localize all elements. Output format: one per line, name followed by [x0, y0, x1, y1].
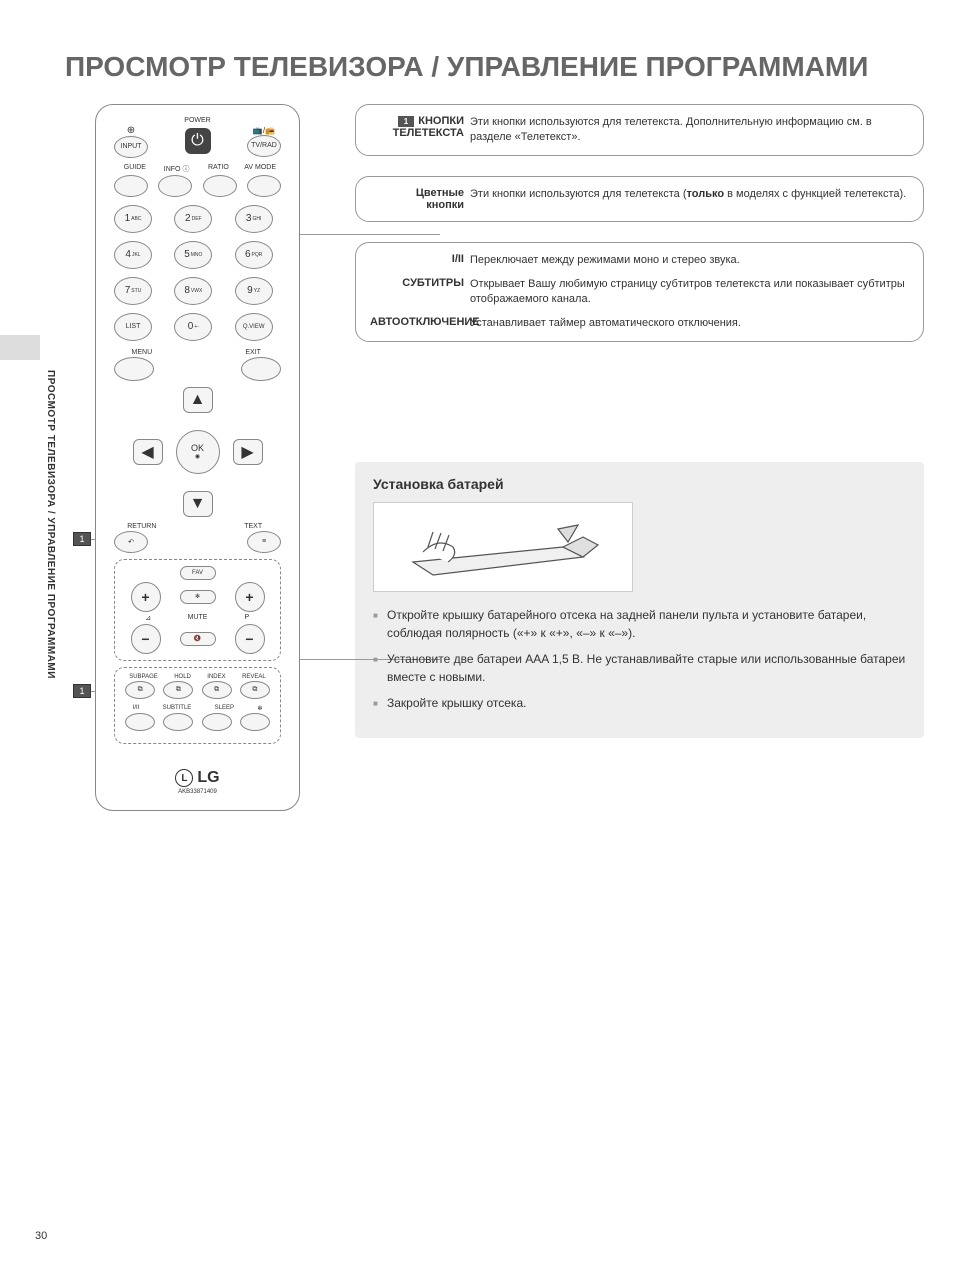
model-number: AKB33871409	[114, 789, 281, 795]
label-return: RETURN	[114, 523, 170, 530]
label-avmode: AV MODE	[239, 164, 281, 174]
side-label: ПРОСМОТР ТЕЛЕВИЗОРА / УПРАВЛЕНИЕ ПРОГРАМ…	[45, 370, 56, 679]
i-ii-button[interactable]	[125, 713, 155, 731]
nav-pad: ▲ ▼ ◀ ▶ OK◉	[133, 387, 263, 517]
index-button[interactable]: ⧉	[202, 681, 232, 699]
battery-title: Установка батарей	[373, 476, 906, 492]
num-5[interactable]: 5MNO	[174, 241, 212, 269]
star-button[interactable]: ✻	[180, 590, 216, 604]
label-guide: GUIDE	[114, 164, 156, 174]
info-box-misc: I/II Переключает между режимами моно и с…	[355, 242, 924, 342]
avmode-button[interactable]	[247, 175, 281, 197]
list-button[interactable]: LIST	[114, 313, 152, 341]
key-color: Цветныекнопки	[370, 187, 470, 211]
label-power: POWER	[170, 117, 226, 124]
nav-right[interactable]: ▶	[233, 439, 263, 465]
key-i-ii: I/II	[370, 253, 470, 268]
fav-button[interactable]: FAV	[180, 566, 216, 580]
input-button[interactable]: INPUT	[114, 136, 148, 158]
exit-button[interactable]	[241, 357, 281, 381]
hold-button[interactable]: ⧉	[163, 681, 193, 699]
label-subtitle: SUBTITLE	[163, 705, 192, 712]
volume-group: FAV + ✻ + ⊿ MUTE P − 🔇 −	[114, 559, 281, 661]
subtitle-button[interactable]	[163, 713, 193, 731]
page-number: 30	[35, 1230, 47, 1242]
vol-down[interactable]: −	[131, 624, 161, 654]
info-box-color: Цветныекнопки Эти кнопки используются дл…	[355, 176, 924, 222]
label-i-ii: I/II	[133, 705, 140, 712]
val-i-ii: Переключает между режимами моно и стерео…	[470, 253, 909, 268]
label-info: INFO ⓘ	[156, 164, 198, 174]
label-reveal: REVEAL	[242, 674, 266, 680]
label-mute: MUTE	[188, 614, 208, 621]
num-4[interactable]: 4JKL	[114, 241, 152, 269]
nav-up[interactable]: ▲	[183, 387, 213, 413]
label-p: P	[232, 614, 262, 621]
battery-item-2: Установите две батареи AAA 1,5 В. Не уст…	[373, 650, 906, 686]
label-sleep: SLEEP	[215, 705, 234, 712]
nav-left[interactable]: ◀	[133, 439, 163, 465]
side-tab	[0, 335, 40, 360]
num-1[interactable]: 1ABC	[114, 205, 152, 233]
return-button[interactable]: ↶	[114, 531, 148, 553]
label-subpage: SUBPAGE	[129, 674, 158, 680]
connector-line	[300, 234, 440, 235]
label-exit: EXIT	[225, 349, 281, 356]
ok-button[interactable]: OK◉	[176, 430, 220, 474]
battery-item-1: Откройте крышку батарейного отсека на за…	[373, 606, 906, 642]
num-7[interactable]: 7STU	[114, 277, 152, 305]
battery-list: Откройте крышку батарейного отсека на за…	[373, 606, 906, 712]
vol-up[interactable]: +	[131, 582, 161, 612]
tvrad-button[interactable]: TV/RAD	[247, 135, 281, 157]
menu-button[interactable]	[114, 357, 154, 381]
power-button[interactable]: ⏻	[185, 128, 211, 154]
nav-down[interactable]: ▼	[183, 491, 213, 517]
battery-item-3: Закройте крышку отсека.	[373, 694, 906, 712]
star2-button[interactable]	[240, 713, 270, 731]
lg-logo: LLG	[175, 769, 219, 787]
info-box-teletext: 1КНОПКИТЕЛЕТЕКСТА Эти кнопки используютс…	[355, 104, 924, 157]
key-subtitles: СУБТИТРЫ	[370, 277, 470, 308]
val-subtitles: Открывает Вашу любимую страницу субтитро…	[470, 277, 909, 308]
tag-inline-1: 1	[398, 116, 414, 127]
val-teletext: Эти кнопки используются для телетекста. …	[470, 115, 909, 146]
callout-tag-2: 1	[73, 684, 91, 698]
callout-tag-1: 1	[73, 532, 91, 546]
battery-section: Установка батарей Откройте крышку батаре…	[355, 462, 924, 738]
prog-up[interactable]: +	[235, 582, 265, 612]
sleep-button[interactable]	[202, 713, 232, 731]
label-text: TEXT	[225, 523, 281, 530]
label-star: ✻	[257, 705, 262, 712]
num-6[interactable]: 6PQR	[235, 241, 273, 269]
page-title: ПРОСМОТР ТЕЛЕВИЗОРА / УПРАВЛЕНИЕ ПРОГРАМ…	[0, 0, 954, 104]
guide-button[interactable]	[114, 175, 148, 197]
info-button[interactable]	[158, 175, 192, 197]
num-3[interactable]: 3GHI	[235, 205, 273, 233]
subpage-button[interactable]: ⧉	[125, 681, 155, 699]
num-9[interactable]: 9YZ	[235, 277, 273, 305]
key-autooff: АВТООТКЛЮЧЕНИЕ	[370, 316, 470, 331]
teletext-group: SUBPAGE HOLD INDEX REVEAL ⧉ ⧉ ⧉ ⧉ I/II S…	[114, 667, 281, 744]
prog-down[interactable]: −	[235, 624, 265, 654]
label-ratio: RATIO	[198, 164, 240, 174]
num-0[interactable]: 0+-	[174, 313, 212, 341]
mute-button[interactable]: 🔇	[180, 632, 216, 646]
remote-control: POWER ⊕ INPUT ⏻ 📺/📻 TV/RAD GUIDE INFO ⓘ …	[95, 104, 300, 812]
text-button[interactable]: ≡	[247, 531, 281, 553]
num-2[interactable]: 2DEF	[174, 205, 212, 233]
label-menu: MENU	[114, 349, 170, 356]
label-index: INDEX	[207, 674, 225, 680]
val-color: Эти кнопки используются для телетекста (…	[470, 187, 909, 211]
reveal-button[interactable]: ⧉	[240, 681, 270, 699]
number-pad: 1ABC 2DEF 3GHI 4JKL 5MNO 6PQR 7STU 8VWX …	[114, 205, 281, 341]
num-8[interactable]: 8VWX	[174, 277, 212, 305]
qview-button[interactable]: Q.VIEW	[235, 313, 273, 341]
ratio-button[interactable]	[203, 175, 237, 197]
val-autooff: Устанавливает таймер автоматического отк…	[470, 316, 909, 331]
label-hold: HOLD	[174, 674, 191, 680]
battery-illustration	[373, 502, 633, 592]
